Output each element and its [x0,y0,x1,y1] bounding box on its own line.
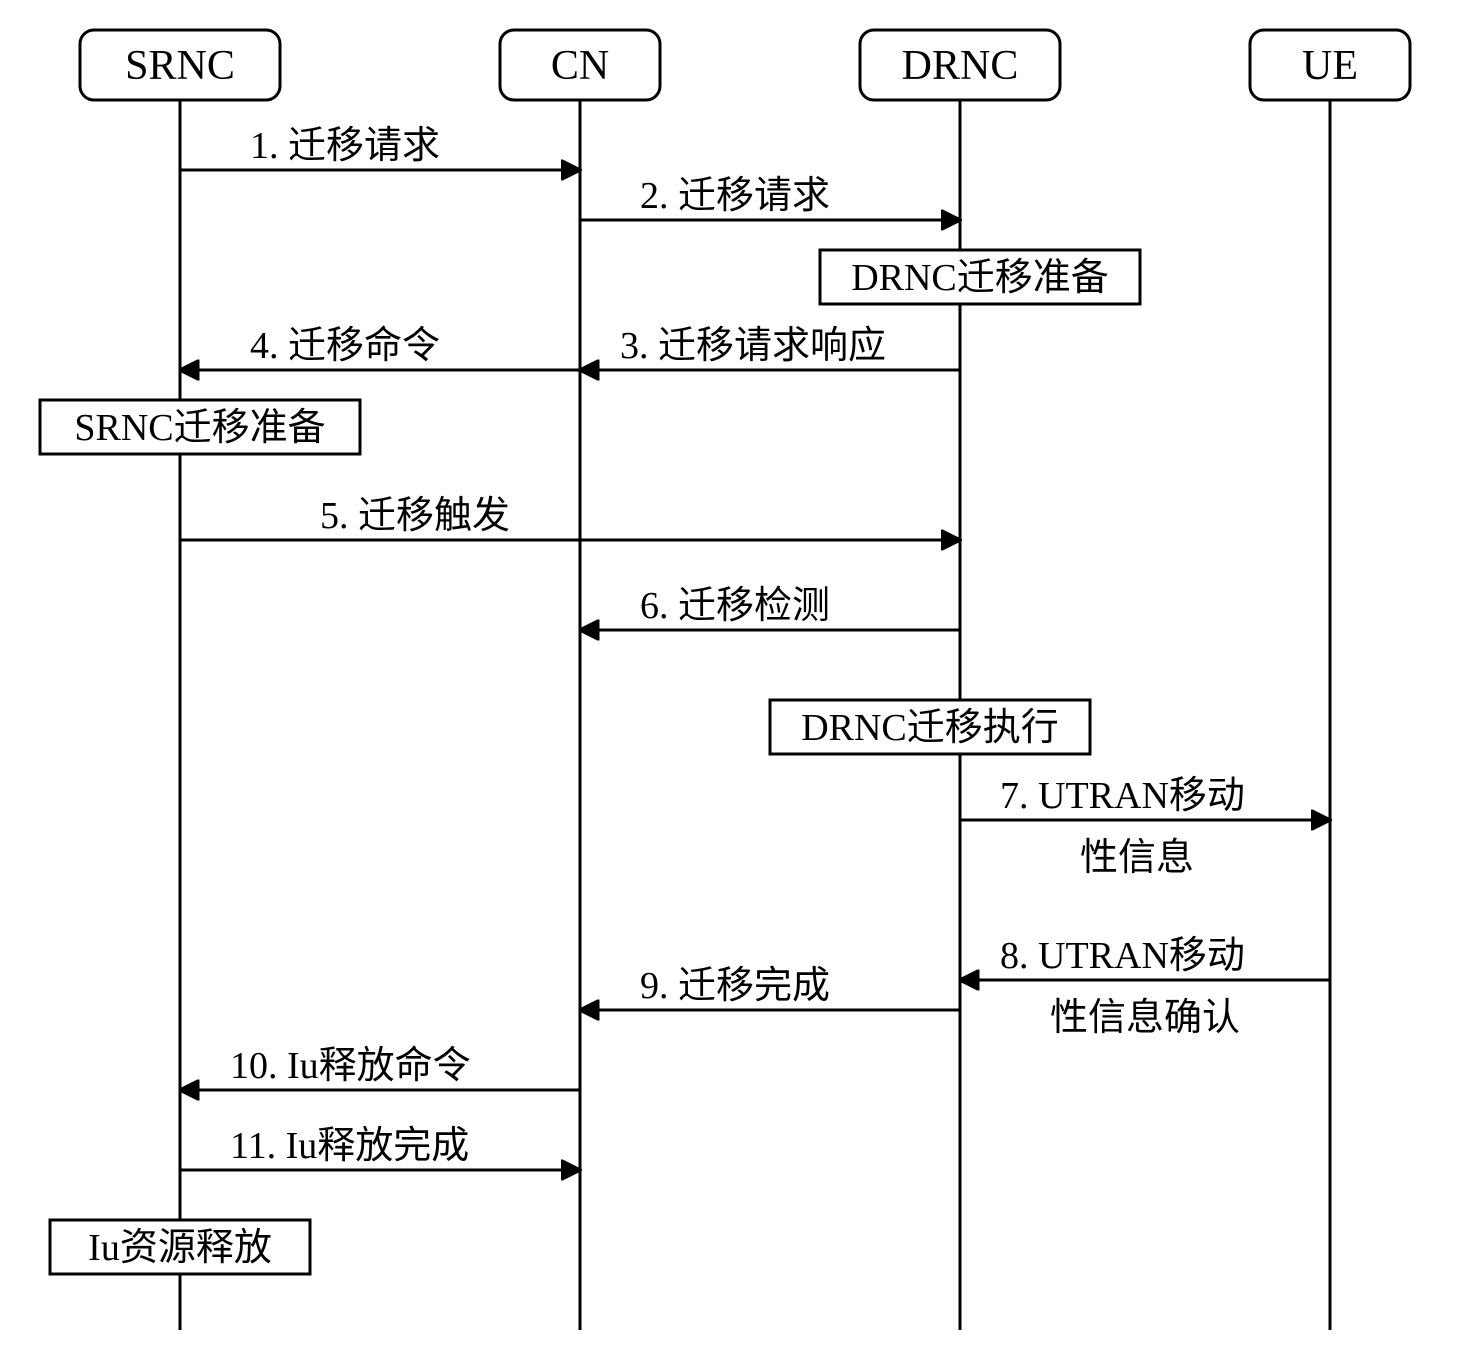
participant-cn-label: CN [551,43,609,89]
message-2-label: 2. 迁移请求 [640,175,830,217]
message-7-label: 7. UTRAN移动 [1000,775,1245,817]
message-1-label: 1. 迁移请求 [250,125,440,167]
message-3-label: 3. 迁移请求响应 [620,325,886,367]
message-8-label2: 性信息确认 [1050,997,1240,1039]
note-1-label: SRNC迁移准备 [74,407,325,449]
message-8-label: 8. UTRAN移动 [1000,935,1245,977]
message-9-label: 9. 迁移完成 [640,965,830,1007]
message-10-label: 10. Iu释放命令 [230,1045,471,1087]
message-7-label2: 性信息 [1080,837,1194,879]
message-6-label: 6. 迁移检测 [640,585,830,627]
message-11-label: 11. Iu释放完成 [230,1125,469,1167]
message-5-label: 5. 迁移触发 [320,495,510,537]
note-0-label: DRNC迁移准备 [851,257,1109,299]
note-3-label: Iu资源释放 [88,1227,272,1269]
sequence-diagram: SRNC CN DRNC UE 1. 迁移请求 2. 迁移请求 3. 迁移请求响应 4. 迁移… [0,0,1472,1354]
participant-ue-label: UE [1302,43,1358,89]
participant-drnc-label: DRNC [902,43,1019,89]
message-4-label: 4. 迁移命令 [250,325,440,367]
participant-srnc-label: SRNC [125,43,235,89]
note-2-label: DRNC迁移执行 [801,707,1059,749]
